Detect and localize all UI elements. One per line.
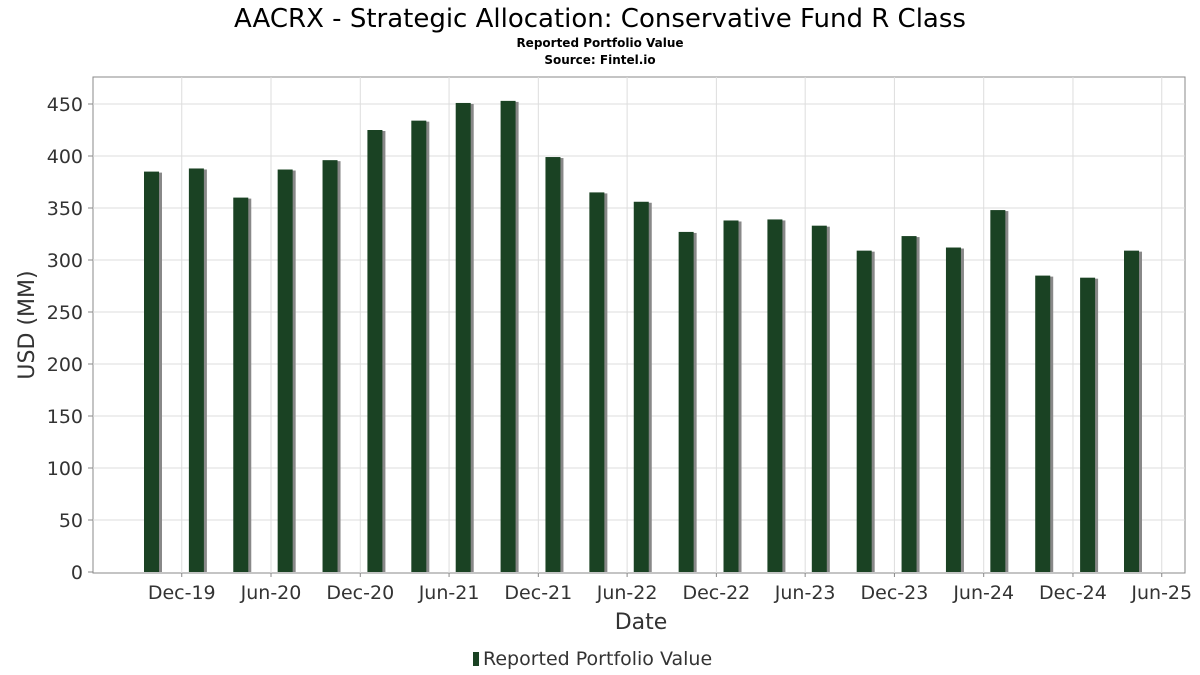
x-tick-label: Dec-19 [148, 582, 216, 604]
bar [945, 247, 961, 572]
x-tick-label: Dec-23 [861, 582, 929, 604]
y-tick-label: 250 [47, 302, 83, 324]
x-tick-label: Jun-24 [952, 582, 1014, 604]
y-tick-label: 0 [71, 562, 83, 584]
x-tick-label: Jun-20 [240, 582, 302, 604]
chart-subtitle: Reported Portfolio Value [516, 36, 683, 50]
legend-swatch [473, 652, 479, 666]
bars [144, 100, 1142, 573]
chart-source: Source: Fintel.io [544, 53, 655, 67]
bar [723, 220, 739, 573]
bar [767, 219, 783, 572]
bar [1080, 277, 1096, 572]
x-tick-label: Dec-22 [682, 582, 750, 604]
chart-title: AACRX - Strategic Allocation: Conservati… [234, 4, 966, 34]
bar [455, 102, 471, 573]
y-tick-label: 150 [47, 406, 83, 428]
y-axis-label: USD (MM) [15, 270, 40, 379]
y-tick-label: 400 [47, 146, 83, 168]
bar [633, 201, 649, 572]
bar [1124, 250, 1139, 572]
bar [856, 250, 872, 572]
x-axis-ticks: Dec-19 Jun-20 Dec-20 Jun-21 Dec-21 Jun-22 Dec-… [148, 573, 1192, 604]
bar [901, 236, 917, 572]
bar [1035, 275, 1051, 572]
y-tick-label: 200 [47, 354, 83, 376]
bar [500, 100, 516, 572]
bar [545, 157, 561, 573]
y-tick-label: 50 [59, 510, 83, 532]
x-tick-label: Dec-21 [504, 582, 572, 604]
x-tick-label: Jun-23 [774, 582, 836, 604]
bar [367, 130, 383, 572]
bar [233, 197, 249, 572]
x-tick-label: Jun-21 [418, 582, 480, 604]
x-tick-label: Jun-22 [596, 582, 658, 604]
y-tick-label: 100 [47, 458, 83, 480]
bar [277, 169, 293, 572]
bar [990, 210, 1006, 572]
bar [411, 120, 427, 572]
bar [144, 171, 159, 572]
y-tick-label: 350 [47, 198, 83, 220]
bar [589, 192, 605, 572]
bar [678, 231, 694, 573]
bar [188, 168, 204, 573]
legend: Reported Portfolio Value [473, 648, 712, 670]
x-tick-label: Dec-20 [326, 582, 394, 604]
x-tick-label: Jun-25 [1130, 582, 1192, 604]
x-tick-label: Dec-24 [1039, 582, 1107, 604]
y-axis-ticks: 0 50 100 150 200 250 300 350 400 450 [47, 94, 93, 584]
legend-label: Reported Portfolio Value [483, 648, 712, 670]
bar [322, 160, 338, 572]
y-tick-label: 450 [47, 94, 83, 116]
bar [811, 225, 827, 572]
x-axis-label: Date [615, 610, 668, 635]
y-tick-label: 300 [47, 250, 83, 272]
